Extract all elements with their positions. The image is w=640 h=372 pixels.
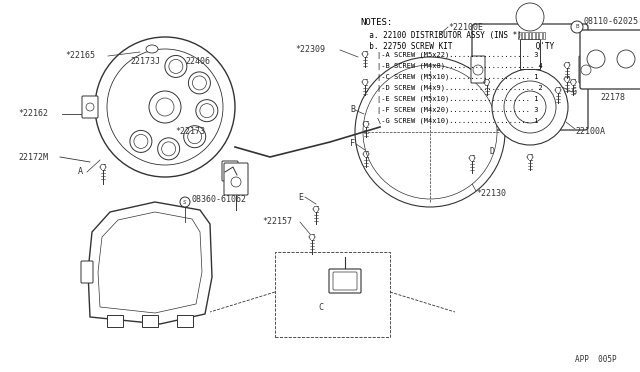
Text: *22162: *22162 [18, 109, 48, 119]
Circle shape [107, 49, 223, 165]
Circle shape [134, 134, 148, 148]
Circle shape [196, 100, 218, 122]
FancyBboxPatch shape [81, 261, 93, 283]
Text: 22178: 22178 [600, 93, 625, 102]
Bar [177, 315, 193, 327]
FancyBboxPatch shape [222, 161, 238, 181]
Bar [522, 32, 524, 39]
Text: D: D [490, 148, 495, 157]
Text: *22130: *22130 [476, 189, 506, 199]
Bar [520, 39, 540, 69]
Bar [532, 32, 534, 39]
Circle shape [184, 126, 205, 148]
Circle shape [149, 91, 181, 123]
FancyBboxPatch shape [472, 24, 588, 130]
Text: B: B [575, 25, 579, 29]
Bar [536, 32, 538, 39]
FancyBboxPatch shape [579, 56, 593, 83]
FancyBboxPatch shape [471, 56, 485, 83]
Circle shape [231, 177, 241, 187]
Ellipse shape [146, 45, 158, 53]
Text: b. 22750 SCREW KIT                  Q'TY: b. 22750 SCREW KIT Q'TY [360, 42, 554, 51]
Circle shape [188, 72, 211, 94]
Circle shape [188, 130, 202, 144]
Circle shape [130, 131, 152, 153]
Circle shape [516, 3, 544, 31]
Text: |-C SCREW (M5x10)................... 1: |-C SCREW (M5x10)................... 1 [360, 74, 538, 81]
Text: G: G [572, 87, 577, 96]
Bar [529, 32, 531, 39]
Circle shape [473, 65, 483, 75]
Circle shape [180, 197, 190, 207]
Circle shape [193, 76, 207, 90]
Bar [142, 315, 158, 327]
Circle shape [157, 138, 180, 160]
Circle shape [617, 50, 635, 68]
Text: F: F [350, 140, 355, 148]
Text: 22406: 22406 [185, 58, 210, 67]
Bar [539, 32, 541, 39]
Text: *22165: *22165 [65, 51, 95, 61]
FancyBboxPatch shape [580, 30, 640, 89]
Circle shape [504, 81, 556, 133]
Text: 08360-61062: 08360-61062 [192, 196, 247, 205]
Text: |-D SCREW (M4x9)..................... 2: |-D SCREW (M4x9)..................... 2 [360, 85, 543, 92]
Bar [107, 315, 123, 327]
Text: *22157: *22157 [262, 218, 292, 227]
Text: C: C [318, 302, 323, 311]
Bar [518, 32, 520, 39]
Circle shape [156, 98, 174, 116]
Text: |-B SCREW (M4x8)..................... 4: |-B SCREW (M4x8)..................... 4 [360, 63, 543, 70]
Text: |-A SCREW (M5x22)................... 3: |-A SCREW (M5x22)................... 3 [360, 52, 538, 59]
FancyBboxPatch shape [82, 96, 98, 118]
Text: \-G SCREW (M4x10)................... 1: \-G SCREW (M4x10)................... 1 [360, 118, 538, 125]
Text: a. 22100 DISTRIBUTOR ASSY (INS *): a. 22100 DISTRIBUTOR ASSY (INS *) [360, 31, 522, 40]
Circle shape [355, 57, 505, 207]
Text: |-E SCREW (M5x10)................... 1: |-E SCREW (M5x10)................... 1 [360, 96, 538, 103]
Circle shape [162, 142, 175, 156]
Circle shape [169, 60, 183, 73]
Circle shape [587, 50, 605, 68]
Text: 08110-62025: 08110-62025 [584, 17, 639, 26]
FancyBboxPatch shape [329, 269, 361, 293]
Text: 22172M: 22172M [18, 153, 48, 161]
Text: E: E [298, 192, 303, 202]
Text: 22173J: 22173J [130, 58, 160, 67]
Bar [543, 32, 545, 39]
Text: APP  005P: APP 005P [575, 355, 616, 364]
FancyBboxPatch shape [224, 163, 248, 195]
Text: |-F SCREW (M4x20)................... 3: |-F SCREW (M4x20)................... 3 [360, 107, 538, 114]
Text: B: B [350, 106, 355, 115]
Circle shape [514, 91, 546, 123]
Circle shape [165, 55, 187, 77]
Circle shape [200, 104, 214, 118]
Polygon shape [88, 202, 212, 324]
Circle shape [571, 21, 583, 33]
FancyBboxPatch shape [333, 272, 357, 290]
Circle shape [363, 65, 497, 199]
Text: S: S [183, 199, 187, 205]
Bar [525, 32, 527, 39]
Circle shape [86, 103, 94, 111]
Circle shape [492, 69, 568, 145]
Circle shape [95, 37, 235, 177]
Text: 22100A: 22100A [575, 128, 605, 137]
Circle shape [581, 65, 591, 75]
Text: *22309: *22309 [295, 45, 325, 55]
Text: A: A [78, 167, 83, 176]
Text: NOTES:: NOTES: [360, 18, 392, 27]
Text: *22173: *22173 [175, 128, 205, 137]
Text: *22100E: *22100E [448, 22, 483, 32]
